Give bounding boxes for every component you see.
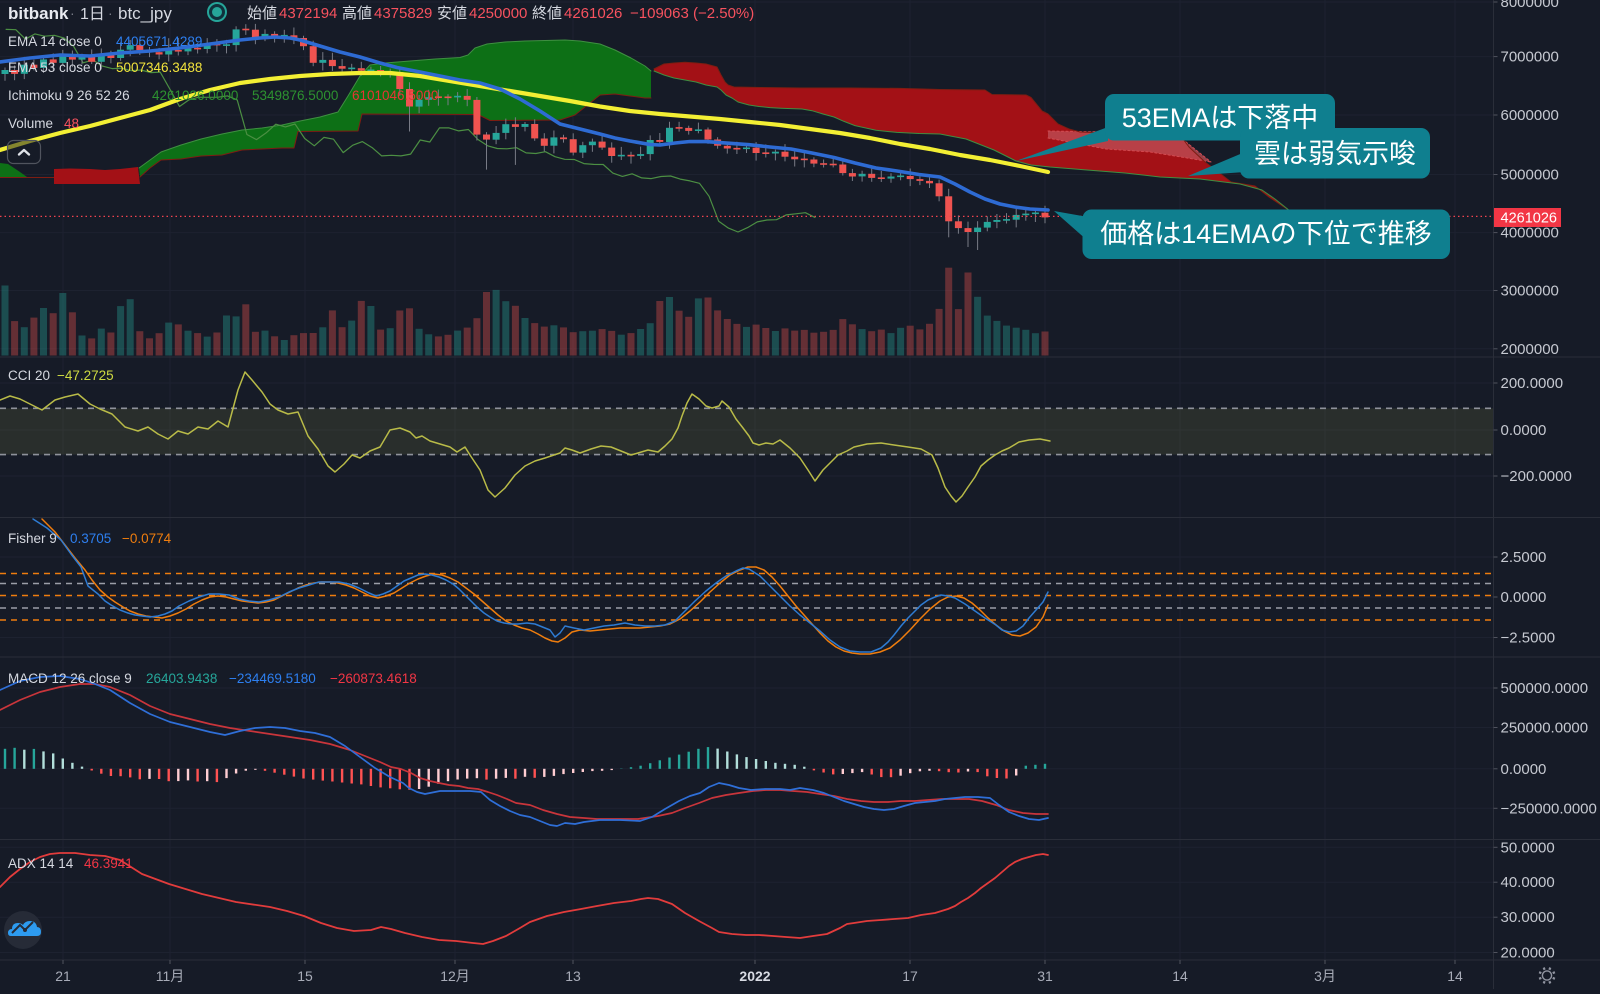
svg-text:4261026: 4261026 [564,5,622,22]
svg-text:0.0000: 0.0000 [1501,761,1547,778]
svg-text:8000000: 8000000 [1501,0,1559,11]
svg-text:26403.9438: 26403.9438 [146,671,217,686]
svg-text:4405671.4289: 4405671.4289 [116,34,202,49]
svg-text:CCI 20: CCI 20 [8,368,50,383]
svg-text:50.0000: 50.0000 [1501,839,1555,856]
svg-text:2000000: 2000000 [1501,341,1559,358]
svg-text:ADX 14 14: ADX 14 14 [8,856,74,871]
svg-text:17: 17 [902,968,918,984]
svg-text:−200.0000: −200.0000 [1501,468,1572,485]
svg-text:−0.0774: −0.0774 [122,531,172,546]
svg-text:4261026.0000: 4261026.0000 [152,88,238,103]
svg-text:11月: 11月 [156,968,185,984]
svg-text:価格は14EMAの下位で推移: 価格は14EMAの下位で推移 [1100,219,1432,249]
svg-text:4261026: 4261026 [1501,211,1557,227]
svg-text:始値: 始値 [247,5,277,22]
svg-text:·: · [108,5,113,21]
svg-text:−47.2725: −47.2725 [57,368,114,383]
svg-text:5000000: 5000000 [1501,167,1559,184]
svg-text:30.0000: 30.0000 [1501,909,1555,926]
svg-text:MACD 12 26 close 9: MACD 12 26 close 9 [8,671,132,686]
svg-text:−109063 (−2.50%): −109063 (−2.50%) [630,5,754,22]
svg-text:3000000: 3000000 [1501,283,1559,300]
svg-text:EMA 14 close 0: EMA 14 close 0 [8,34,102,49]
svg-text:250000.0000: 250000.0000 [1501,720,1589,737]
svg-text:2022: 2022 [739,968,770,984]
svg-text:安値: 安値 [437,5,467,22]
svg-text:21: 21 [55,968,71,984]
svg-text:6101046.5000: 6101046.5000 [352,88,438,103]
svg-text:Ichimoku 9 26 52 26: Ichimoku 9 26 52 26 [8,88,130,103]
svg-text:7000000: 7000000 [1501,49,1559,66]
svg-text:200.0000: 200.0000 [1501,375,1564,392]
svg-text:2.5000: 2.5000 [1501,549,1547,566]
svg-text:12月: 12月 [440,968,470,984]
svg-text:0.3705: 0.3705 [70,531,111,546]
svg-text:Volume: Volume [8,116,53,131]
svg-text:高値: 高値 [342,5,372,22]
svg-text:雲は弱気示唆: 雲は弱気示唆 [1254,139,1416,169]
svg-text:3月: 3月 [1314,968,1336,984]
svg-text:15: 15 [297,968,313,984]
svg-text:·: · [70,5,75,21]
svg-text:終値: 終値 [532,5,562,22]
svg-text:14: 14 [1447,968,1463,984]
svg-text:20.0000: 20.0000 [1501,945,1555,962]
svg-text:6000000: 6000000 [1501,107,1559,124]
svg-text:40.0000: 40.0000 [1501,874,1555,891]
svg-text:53EMAは下落中: 53EMAは下落中 [1122,103,1319,133]
svg-text:46.3941: 46.3941 [84,856,133,871]
svg-text:4000000: 4000000 [1501,225,1559,242]
svg-text:0.0000: 0.0000 [1501,589,1547,606]
svg-text:48: 48 [64,116,79,131]
svg-text:5349876.5000: 5349876.5000 [252,88,338,103]
svg-text:1日: 1日 [80,6,105,23]
svg-text:0.0000: 0.0000 [1501,422,1547,439]
svg-text:5007346.3488: 5007346.3488 [116,60,202,75]
svg-text:−234469.5180: −234469.5180 [229,671,316,686]
svg-text:31: 31 [1037,968,1053,984]
svg-text:4250000: 4250000 [469,5,527,22]
svg-text:btc_jpy: btc_jpy [118,4,172,23]
svg-text:−260873.4618: −260873.4618 [330,671,417,686]
svg-text:13: 13 [565,968,581,984]
svg-text:4375829: 4375829 [374,5,432,22]
svg-text:500000.0000: 500000.0000 [1501,680,1589,697]
svg-text:bitbank: bitbank [8,4,69,23]
svg-text:−2.5000: −2.5000 [1501,630,1556,647]
svg-text:EMA 53 close 0: EMA 53 close 0 [8,60,102,75]
svg-text:14: 14 [1172,968,1188,984]
svg-text:−250000.0000: −250000.0000 [1501,800,1597,817]
svg-text:4372194: 4372194 [279,5,337,22]
svg-text:Fisher 9: Fisher 9 [8,531,57,546]
